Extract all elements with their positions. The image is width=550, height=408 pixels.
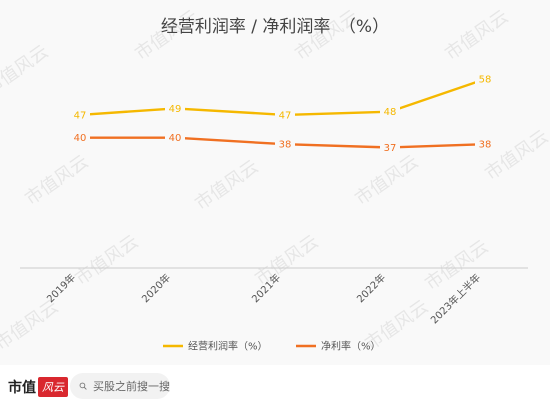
brand-logo[interactable]: 市值 风云 (8, 377, 68, 397)
data-label: 40 (169, 133, 182, 144)
watermark-text: 市值风云 (0, 41, 52, 99)
brand-name: 市值 (8, 380, 36, 396)
watermark-text: 市值风云 (421, 236, 492, 294)
data-label: 38 (479, 140, 492, 151)
chart-area: 市值风云 市值风云 市值风云 市值风云 市值风云 市值风云 市值风云 市值风云 市值风云 市值风云… (0, 6, 550, 355)
brand-mark: 风云 (38, 377, 68, 397)
data-label: 38 (279, 140, 292, 151)
data-label: 37 (384, 143, 397, 154)
legend: 经营利润率（%） 净利率（%） (163, 340, 381, 353)
watermark-text: 市值风云 (481, 126, 550, 184)
data-label-bg (165, 130, 185, 145)
watermark-text: 市值风云 (441, 6, 512, 64)
footer-bar: 市值 风云 买股之前搜一搜 (0, 365, 550, 408)
search-box[interactable]: 买股之前搜一搜 (70, 373, 170, 399)
legend-label-1: 经营利润率（%） (188, 340, 268, 353)
data-label: 40 (74, 133, 87, 144)
data-label-bg (475, 137, 495, 152)
data-label-bg (165, 101, 185, 116)
chart-title: 经营利润率 / 净利润率 （%） (161, 17, 389, 37)
data-label-bg (275, 137, 295, 152)
data-label-bg (70, 107, 90, 122)
x-tick-label: 2019年 (44, 271, 78, 305)
data-label: 49 (169, 104, 182, 115)
data-label-bg (475, 72, 495, 87)
search-icon (79, 382, 87, 390)
data-label-bg (275, 107, 295, 122)
watermark-text: 市值风云 (351, 151, 422, 209)
search-placeholder: 买股之前搜一搜 (93, 380, 170, 393)
data-label: 58 (479, 75, 492, 86)
data-label-bg (380, 104, 400, 119)
watermark-text: 市值风云 (21, 151, 92, 209)
data-label: 47 (74, 110, 87, 121)
data-label: 48 (384, 107, 397, 118)
watermark-text: 市值风云 (191, 156, 262, 214)
data-label-bg (380, 140, 400, 155)
data-label-bg (70, 130, 90, 145)
legend-label-2: 净利率（%） (321, 340, 381, 353)
series-layer: 47 49 47 48 58 40 40 38 37 38 (70, 72, 495, 155)
watermark-text: 市值风云 (71, 231, 142, 289)
x-tick-label: 2020年 (139, 271, 173, 305)
data-label: 47 (279, 110, 292, 121)
watermark-text: 市值风云 (251, 231, 322, 289)
x-tick-label: 2022年 (354, 271, 388, 305)
